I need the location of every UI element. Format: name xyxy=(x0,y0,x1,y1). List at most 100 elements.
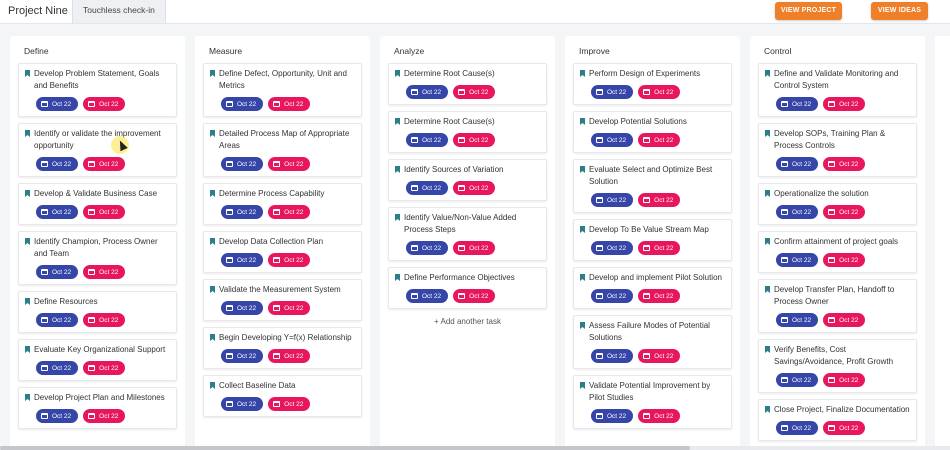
start-date-chip[interactable]: Oct 22 xyxy=(406,85,449,99)
start-date-chip[interactable]: Oct 22 xyxy=(776,205,819,219)
start-date-chip[interactable]: Oct 22 xyxy=(776,421,819,435)
start-date-chip[interactable]: Oct 22 xyxy=(591,241,634,255)
start-date-chip[interactable]: Oct 22 xyxy=(776,313,819,327)
due-date-chip[interactable]: Oct 22 xyxy=(268,157,311,171)
task-card[interactable]: Determine Root Cause(s) Oct 22 Oct 22 xyxy=(388,63,547,105)
start-date-chip[interactable]: Oct 22 xyxy=(36,409,79,423)
view-project-button[interactable]: VIEW PROJECT xyxy=(775,2,842,20)
start-date-chip[interactable]: Oct 22 xyxy=(221,205,264,219)
start-date-chip[interactable]: Oct 22 xyxy=(36,361,79,375)
due-date-chip[interactable]: Oct 22 xyxy=(453,85,496,99)
start-date-chip[interactable]: Oct 22 xyxy=(776,373,819,387)
view-ideas-button[interactable]: VIEW IDEAS xyxy=(871,2,928,20)
task-card[interactable]: Collect Baseline Data Oct 22 Oct 22 xyxy=(203,375,362,417)
start-date-chip[interactable]: Oct 22 xyxy=(406,289,449,303)
task-card[interactable]: Identify Sources of Variation Oct 22 Oct 2… xyxy=(388,159,547,201)
task-card[interactable]: Detailed Process Map of Appropriate Area… xyxy=(203,123,362,177)
start-date-chip[interactable]: Oct 22 xyxy=(406,181,449,195)
due-date-chip[interactable]: Oct 22 xyxy=(453,181,496,195)
task-card[interactable]: Validate the Measurement System Oct 22 Oct… xyxy=(203,279,362,321)
task-card[interactable]: Develop and implement Pilot Solution Oct … xyxy=(573,267,732,309)
start-date-chip[interactable]: Oct 22 xyxy=(591,409,634,423)
due-date-chip[interactable]: Oct 22 xyxy=(268,97,311,111)
due-date-chip[interactable]: Oct 22 xyxy=(823,421,866,435)
task-card[interactable]: Evaluate Key Organizational Support Oct 2… xyxy=(18,339,177,381)
due-date-chip[interactable]: Oct 22 xyxy=(638,241,681,255)
start-date-chip[interactable]: Oct 22 xyxy=(36,205,79,219)
task-card[interactable]: Determine Root Cause(s) Oct 22 Oct 22 xyxy=(388,111,547,153)
due-date-chip[interactable]: Oct 22 xyxy=(823,157,866,171)
task-card[interactable]: Confirm attainment of project goals Oct 2… xyxy=(758,231,917,273)
due-date-chip[interactable]: Oct 22 xyxy=(83,97,126,111)
due-date-chip[interactable]: Oct 22 xyxy=(268,253,311,267)
horizontal-scrollbar[interactable] xyxy=(0,446,950,450)
start-date-chip[interactable]: Oct 22 xyxy=(776,157,819,171)
start-date-chip[interactable]: Oct 22 xyxy=(221,397,264,411)
due-date-chip[interactable]: Oct 22 xyxy=(638,409,681,423)
start-date-chip[interactable]: Oct 22 xyxy=(591,193,634,207)
task-card[interactable]: Develop Problem Statement, Goals and Ben… xyxy=(18,63,177,117)
due-date-chip[interactable]: Oct 22 xyxy=(638,289,681,303)
start-date-chip[interactable]: Oct 22 xyxy=(36,157,79,171)
due-date-chip[interactable]: Oct 22 xyxy=(268,205,311,219)
due-date-chip[interactable]: Oct 22 xyxy=(453,241,496,255)
due-date-chip[interactable]: Oct 22 xyxy=(638,193,681,207)
task-card[interactable]: Develop Transfer Plan, Handoff to Proces… xyxy=(758,279,917,333)
task-card[interactable]: Develop Project Plan and Milestones Oct 2… xyxy=(18,387,177,429)
due-date-chip[interactable]: Oct 22 xyxy=(268,301,311,315)
start-date-chip[interactable]: Oct 22 xyxy=(591,85,634,99)
add-task-button[interactable]: + Add another task xyxy=(434,317,501,326)
task-card[interactable]: Develop Data Collection Plan Oct 22 Oct 22 xyxy=(203,231,362,273)
start-date-chip[interactable]: Oct 22 xyxy=(221,157,264,171)
due-date-chip[interactable]: Oct 22 xyxy=(638,133,681,147)
task-card[interactable]: Begin Developing Y=f(x) Relationship Oct … xyxy=(203,327,362,369)
task-card[interactable]: Define Performance Objectives Oct 22 Oct 2… xyxy=(388,267,547,309)
due-date-chip[interactable]: Oct 22 xyxy=(638,349,681,363)
start-date-chip[interactable]: Oct 22 xyxy=(36,265,79,279)
task-card[interactable]: Identify Value/Non-Value Added Process S… xyxy=(388,207,547,261)
due-date-chip[interactable]: Oct 22 xyxy=(823,205,866,219)
task-card[interactable]: Define and Validate Monitoring and Contr… xyxy=(758,63,917,117)
start-date-chip[interactable]: Oct 22 xyxy=(36,313,79,327)
task-card[interactable]: Perform Design of Experiments Oct 22 Oct 2… xyxy=(573,63,732,105)
start-date-chip[interactable]: Oct 22 xyxy=(221,301,264,315)
start-date-chip[interactable]: Oct 22 xyxy=(221,349,264,363)
start-date-chip[interactable]: Oct 22 xyxy=(591,349,634,363)
due-date-chip[interactable]: Oct 22 xyxy=(638,85,681,99)
task-card[interactable]: Assess Failure Modes of Potential Soluti… xyxy=(573,315,732,369)
due-date-chip[interactable]: Oct 22 xyxy=(83,361,126,375)
start-date-chip[interactable]: Oct 22 xyxy=(221,253,264,267)
start-date-chip[interactable]: Oct 22 xyxy=(591,133,634,147)
task-card[interactable]: Develop Potential Solutions Oct 22 Oct 22 xyxy=(573,111,732,153)
start-date-chip[interactable]: Oct 22 xyxy=(36,97,79,111)
start-date-chip[interactable]: Oct 22 xyxy=(406,241,449,255)
due-date-chip[interactable]: Oct 22 xyxy=(83,265,126,279)
task-card[interactable]: Identify Champion, Process Owner and Tea… xyxy=(18,231,177,285)
due-date-chip[interactable]: Oct 22 xyxy=(823,97,866,111)
task-card[interactable]: Identify or validate the improvement opp… xyxy=(18,123,177,177)
task-card[interactable]: Determine Process Capability Oct 22 Oct 22 xyxy=(203,183,362,225)
due-date-chip[interactable]: Oct 22 xyxy=(268,349,311,363)
due-date-chip[interactable]: Oct 22 xyxy=(83,409,126,423)
start-date-chip[interactable]: Oct 22 xyxy=(591,289,634,303)
task-card[interactable]: Develop & Validate Business Case Oct 22 Oc… xyxy=(18,183,177,225)
task-card[interactable]: Evaluate Select and Optimize Best Soluti… xyxy=(573,159,732,213)
start-date-chip[interactable]: Oct 22 xyxy=(221,97,264,111)
task-card[interactable]: Operationalize the solution Oct 22 Oct 22 xyxy=(758,183,917,225)
task-card[interactable]: Develop SOPs, Training Plan & Process Co… xyxy=(758,123,917,177)
due-date-chip[interactable]: Oct 22 xyxy=(83,157,126,171)
task-card[interactable]: Validate Potential Improvement by Pilot … xyxy=(573,375,732,429)
task-card[interactable]: Develop To Be Value Stream Map Oct 22 Oct … xyxy=(573,219,732,261)
start-date-chip[interactable]: Oct 22 xyxy=(406,133,449,147)
due-date-chip[interactable]: Oct 22 xyxy=(83,205,126,219)
due-date-chip[interactable]: Oct 22 xyxy=(823,373,866,387)
due-date-chip[interactable]: Oct 22 xyxy=(453,289,496,303)
due-date-chip[interactable]: Oct 22 xyxy=(823,253,866,267)
start-date-chip[interactable]: Oct 22 xyxy=(776,97,819,111)
due-date-chip[interactable]: Oct 22 xyxy=(268,397,311,411)
task-card[interactable]: Close Project, Finalize Documentation Oct… xyxy=(758,399,917,441)
task-card[interactable]: Verify Benefits, Cost Savings/Avoidance,… xyxy=(758,339,917,393)
start-date-chip[interactable]: Oct 22 xyxy=(776,253,819,267)
due-date-chip[interactable]: Oct 22 xyxy=(83,313,126,327)
task-card[interactable]: Define Defect, Opportunity, Unit and Met… xyxy=(203,63,362,117)
